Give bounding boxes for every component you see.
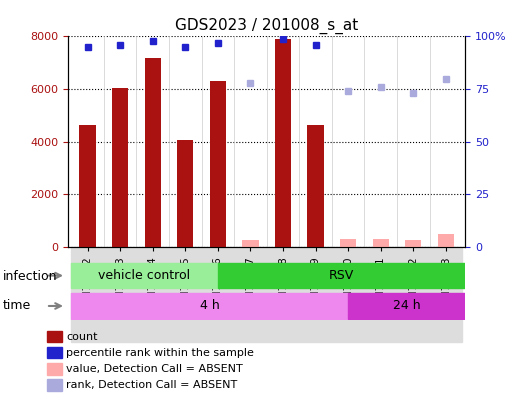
Bar [308, 125, 324, 247]
Text: count: count [66, 332, 98, 341]
Title: GDS2023 / 201008_s_at: GDS2023 / 201008_s_at [175, 17, 358, 34]
Bar [47, 331, 62, 342]
Bar [218, 262, 465, 288]
Bar [397, 247, 429, 342]
Bar [137, 247, 169, 342]
Bar [71, 262, 218, 288]
Bar [144, 58, 161, 247]
Bar [104, 247, 137, 342]
Bar [47, 379, 62, 391]
Text: infection: infection [3, 270, 57, 283]
Bar [348, 293, 465, 318]
Bar [71, 247, 104, 342]
Text: 4 h: 4 h [200, 299, 220, 312]
Bar [112, 88, 128, 247]
Bar [365, 247, 397, 342]
Bar [177, 141, 194, 247]
Text: rank, Detection Call = ABSENT: rank, Detection Call = ABSENT [66, 380, 237, 390]
Bar [340, 239, 356, 247]
Bar [234, 247, 267, 342]
Bar [242, 241, 258, 247]
Bar [210, 81, 226, 247]
Bar [405, 240, 422, 247]
Bar [438, 234, 454, 247]
Bar [201, 247, 234, 342]
Text: vehicle control: vehicle control [98, 269, 190, 282]
Bar [299, 247, 332, 342]
Bar [267, 247, 299, 342]
Text: RSV: RSV [329, 269, 354, 282]
Bar [169, 247, 201, 342]
Text: percentile rank within the sample: percentile rank within the sample [66, 348, 254, 358]
Bar [332, 247, 365, 342]
Bar [47, 347, 62, 358]
Bar [372, 239, 389, 247]
Bar [71, 293, 348, 318]
Bar [429, 247, 462, 342]
Text: 24 h: 24 h [393, 299, 420, 312]
Text: time: time [3, 299, 31, 312]
Bar [47, 363, 62, 375]
Bar [79, 125, 96, 247]
Bar [275, 39, 291, 247]
Text: value, Detection Call = ABSENT: value, Detection Call = ABSENT [66, 364, 243, 374]
